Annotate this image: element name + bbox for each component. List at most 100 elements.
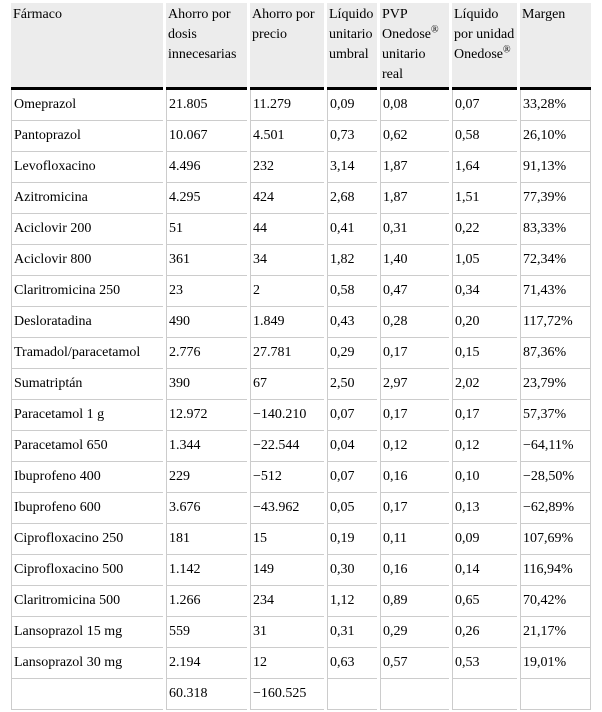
cell-ahorro-dosis: 490	[166, 307, 247, 338]
cell-ahorro-dosis: 229	[166, 462, 247, 493]
cell-total-ahorro-dosis: 60.318	[166, 679, 247, 710]
cell-liquido-onedose: 1,51	[452, 183, 517, 214]
table-row: Desloratadina 490 1.849 0,43 0,28 0,20 1…	[11, 307, 591, 338]
cell-farmaco: Aciclovir 800	[11, 245, 163, 276]
cell-liquido-onedose: 0,14	[452, 555, 517, 586]
cell-ahorro-precio: −43.962	[250, 493, 324, 524]
cell-pvp-real: 0,11	[380, 524, 449, 555]
savings-table: Fármaco Ahorro por dosis innecesarias Ah…	[8, 3, 594, 710]
cell-margen: 107,69%	[520, 524, 591, 555]
cell-liquido-onedose: 0,65	[452, 586, 517, 617]
cell-liquido-umbral: 2,68	[327, 183, 377, 214]
cell-total-ahorro-precio: −160.525	[250, 679, 324, 710]
cell-pvp-real: 0,08	[380, 90, 449, 121]
cell-ahorro-dosis: 2.776	[166, 338, 247, 369]
table-row: Claritromicina 500 1.266 234 1,12 0,89 0…	[11, 586, 591, 617]
cell-margen: −28,50%	[520, 462, 591, 493]
cell-ahorro-dosis: 2.194	[166, 648, 247, 679]
cell-liquido-umbral: 0,19	[327, 524, 377, 555]
cell-liquido-umbral: 0,07	[327, 462, 377, 493]
cell-ahorro-precio: 27.781	[250, 338, 324, 369]
cell-ahorro-precio: −140.210	[250, 400, 324, 431]
table-row: Sumatriptán 390 67 2,50 2,97 2,02 23,79%	[11, 369, 591, 400]
cell-ahorro-precio: −22.544	[250, 431, 324, 462]
cell-liquido-umbral: 0,31	[327, 617, 377, 648]
cell-pvp-real: 0,17	[380, 400, 449, 431]
cell-pvp-real: 0,28	[380, 307, 449, 338]
cell-farmaco: Claritromicina 250	[11, 276, 163, 307]
cell-margen	[520, 679, 591, 710]
cell-ahorro-dosis: 23	[166, 276, 247, 307]
cell-margen: −62,89%	[520, 493, 591, 524]
cell-liquido-umbral: 2,50	[327, 369, 377, 400]
cell-farmaco: Ciprofloxacino 500	[11, 555, 163, 586]
cell-margen: 26,10%	[520, 121, 591, 152]
cell-pvp-real: 0,31	[380, 214, 449, 245]
cell-pvp-real: 0,16	[380, 462, 449, 493]
cell-margen: 23,79%	[520, 369, 591, 400]
cell-farmaco: Lansoprazol 30 mg	[11, 648, 163, 679]
table-row: Ciprofloxacino 500 1.142 149 0,30 0,16 0…	[11, 555, 591, 586]
cell-farmaco: Aciclovir 200	[11, 214, 163, 245]
registered-trademark-mark: ®	[503, 44, 511, 56]
cell-farmaco	[11, 679, 163, 710]
cell-liquido-umbral: 0,43	[327, 307, 377, 338]
cell-farmaco: Sumatriptán	[11, 369, 163, 400]
cell-pvp-real: 0,89	[380, 586, 449, 617]
cell-ahorro-precio: 149	[250, 555, 324, 586]
table-row: Levofloxacino 4.496 232 3,14 1,87 1,64 9…	[11, 152, 591, 183]
cell-liquido-onedose: 0,07	[452, 90, 517, 121]
table-row: Ibuprofeno 400 229 −512 0,07 0,16 0,10 −…	[11, 462, 591, 493]
col-header-margen: Margen	[520, 3, 591, 90]
cell-liquido-umbral: 0,09	[327, 90, 377, 121]
cell-margen: 57,37%	[520, 400, 591, 431]
cell-farmaco: Paracetamol 1 g	[11, 400, 163, 431]
cell-liquido-onedose: 0,26	[452, 617, 517, 648]
cell-ahorro-dosis: 51	[166, 214, 247, 245]
col-header-pvp-onedose: PVP Onedose® unitario real	[380, 3, 449, 90]
cell-liquido-onedose: 1,05	[452, 245, 517, 276]
cell-margen: −64,11%	[520, 431, 591, 462]
cell-ahorro-dosis: 361	[166, 245, 247, 276]
cell-farmaco: Desloratadina	[11, 307, 163, 338]
cell-ahorro-precio: 67	[250, 369, 324, 400]
col-header-liquido-onedose: Líquido por unidad Onedose®	[452, 3, 517, 90]
cell-pvp-real: 1,40	[380, 245, 449, 276]
cell-farmaco: Ciprofloxacino 250	[11, 524, 163, 555]
cell-ahorro-precio: 31	[250, 617, 324, 648]
header-text: PVP Onedose	[382, 7, 431, 42]
cell-ahorro-dosis: 4.496	[166, 152, 247, 183]
cell-ahorro-dosis: 21.805	[166, 90, 247, 121]
table-row: Aciclovir 200 51 44 0,41 0,31 0,22 83,33…	[11, 214, 591, 245]
cell-farmaco: Omeprazol	[11, 90, 163, 121]
table-row: Omeprazol 21.805 11.279 0,09 0,08 0,07 3…	[11, 90, 591, 121]
cell-margen: 21,17%	[520, 617, 591, 648]
header-text: Líquido por unidad Onedose	[454, 7, 515, 62]
cell-ahorro-dosis: 559	[166, 617, 247, 648]
cell-liquido-umbral: 0,73	[327, 121, 377, 152]
cell-farmaco: Levofloxacino	[11, 152, 163, 183]
cell-liquido-onedose: 0,13	[452, 493, 517, 524]
table-row: Lansoprazol 30 mg 2.194 12 0,63 0,57 0,5…	[11, 648, 591, 679]
cell-liquido-umbral: 1,12	[327, 586, 377, 617]
cell-ahorro-dosis: 12.972	[166, 400, 247, 431]
cell-pvp-real: 1,87	[380, 183, 449, 214]
cell-liquido-umbral: 1,82	[327, 245, 377, 276]
col-header-ahorro-dosis: Ahorro por dosis innecesarias	[166, 3, 247, 90]
cell-margen: 87,36%	[520, 338, 591, 369]
cell-liquido-umbral: 0,63	[327, 648, 377, 679]
cell-pvp-real: 0,17	[380, 493, 449, 524]
cell-ahorro-precio: 44	[250, 214, 324, 245]
cell-ahorro-dosis: 181	[166, 524, 247, 555]
cell-margen: 83,33%	[520, 214, 591, 245]
cell-liquido-umbral	[327, 679, 377, 710]
cell-ahorro-precio: 4.501	[250, 121, 324, 152]
cell-farmaco: Ibuprofeno 600	[11, 493, 163, 524]
totals-row: 60.318 −160.525	[11, 679, 591, 710]
cell-margen: 77,39%	[520, 183, 591, 214]
cell-ahorro-dosis: 390	[166, 369, 247, 400]
table-row: Pantoprazol 10.067 4.501 0,73 0,62 0,58 …	[11, 121, 591, 152]
cell-liquido-onedose: 0,15	[452, 338, 517, 369]
table-row: Claritromicina 250 23 2 0,58 0,47 0,34 7…	[11, 276, 591, 307]
cell-liquido-onedose: 2,02	[452, 369, 517, 400]
